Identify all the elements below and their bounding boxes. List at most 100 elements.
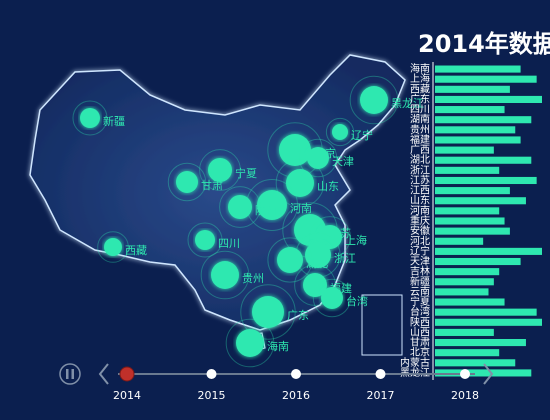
bar[interactable] xyxy=(435,339,526,347)
bar-label: 吉林 xyxy=(410,265,430,278)
bar-label: 福建 xyxy=(410,133,430,146)
year-label[interactable]: 2015 xyxy=(198,389,226,402)
bar[interactable] xyxy=(435,288,489,296)
bar-label: 云南 xyxy=(410,285,430,298)
year-label[interactable]: 2017 xyxy=(367,389,395,402)
bar-label: 辽宁 xyxy=(410,244,430,257)
bubble[interactable] xyxy=(80,108,100,128)
bubble[interactable] xyxy=(360,86,388,114)
province-label: 新疆 xyxy=(103,114,125,128)
bubble[interactable] xyxy=(208,158,232,182)
bar[interactable] xyxy=(435,237,484,245)
province-label: 天津 xyxy=(332,155,354,168)
bubble[interactable] xyxy=(305,242,331,268)
bubble[interactable] xyxy=(195,230,215,250)
province-label: 台湾 xyxy=(346,294,368,308)
bar[interactable] xyxy=(435,156,532,164)
bar[interactable] xyxy=(435,187,510,195)
bubble[interactable] xyxy=(236,329,264,357)
bubble[interactable] xyxy=(318,225,342,249)
play-button[interactable] xyxy=(59,363,81,385)
bar[interactable] xyxy=(435,126,516,134)
timeline-dot[interactable] xyxy=(291,369,301,379)
pause-bar xyxy=(71,369,74,379)
bar[interactable] xyxy=(435,146,494,154)
bar[interactable] xyxy=(435,328,494,336)
bubble-ring xyxy=(72,100,108,136)
bar[interactable] xyxy=(435,278,494,286)
timeline-years: 2014 2015 2016 2017 2018 xyxy=(113,366,479,402)
bubble[interactable] xyxy=(211,261,239,289)
province-label: 宁夏 xyxy=(235,166,257,180)
year-label[interactable]: 2014 xyxy=(113,389,141,402)
timeline-dot[interactable] xyxy=(375,369,386,379)
bar-label: 湖北 xyxy=(410,154,430,166)
bubble-ring xyxy=(97,231,129,263)
year-label[interactable]: 2016 xyxy=(282,389,310,402)
timeline: 2014 2015 2016 2017 2018 xyxy=(59,363,494,402)
bar-label: 广东 xyxy=(410,92,430,105)
prev-button[interactable] xyxy=(98,363,109,385)
bar-label: 山东 xyxy=(410,194,430,207)
bubble[interactable] xyxy=(303,273,327,297)
bubble-ring xyxy=(200,250,250,300)
bubble-ring xyxy=(167,162,207,202)
province-label: 浙江 xyxy=(334,252,356,265)
bar[interactable] xyxy=(435,75,537,83)
bubble[interactable] xyxy=(277,247,303,273)
bar[interactable] xyxy=(435,197,526,205)
bubble[interactable] xyxy=(279,134,311,166)
bubble-ring xyxy=(225,318,275,368)
bubble[interactable] xyxy=(104,238,122,256)
next-button[interactable] xyxy=(483,363,494,385)
bar[interactable] xyxy=(435,217,505,225)
bar-label: 西藏 xyxy=(410,83,430,95)
bubble-ring xyxy=(294,264,336,306)
bubble[interactable] xyxy=(252,296,284,328)
bar[interactable] xyxy=(435,318,542,326)
bar[interactable] xyxy=(435,207,500,215)
bubble[interactable] xyxy=(176,171,198,193)
bubble[interactable] xyxy=(257,190,287,220)
bubble[interactable] xyxy=(228,195,252,219)
bar[interactable] xyxy=(435,298,505,306)
bar[interactable] xyxy=(435,369,532,377)
bar-label: 黑龙江 xyxy=(400,366,430,379)
province-label: 山东 xyxy=(317,180,339,193)
bar-label: 贵州 xyxy=(410,123,430,136)
bar[interactable] xyxy=(435,247,542,255)
timeline-current[interactable] xyxy=(119,366,135,382)
bubble-ring xyxy=(275,158,325,208)
bar-label: 新疆 xyxy=(410,275,430,288)
year-label[interactable]: 2018 xyxy=(451,389,479,402)
bar[interactable] xyxy=(435,95,542,103)
bubble[interactable] xyxy=(294,214,326,246)
bar-label: 江苏 xyxy=(410,173,430,186)
bar[interactable] xyxy=(435,136,521,144)
bubble[interactable] xyxy=(307,147,329,169)
bar[interactable] xyxy=(435,65,521,73)
bubble-ring xyxy=(240,284,296,340)
province-label: 西藏 xyxy=(125,244,147,257)
bar[interactable] xyxy=(435,359,516,367)
bubble[interactable] xyxy=(332,124,348,140)
timeline-dot[interactable] xyxy=(460,369,470,379)
bar[interactable] xyxy=(435,268,500,276)
bar[interactable] xyxy=(435,308,537,316)
bubble-ring xyxy=(187,222,223,258)
bar[interactable] xyxy=(435,116,532,124)
bar[interactable] xyxy=(435,349,500,357)
bar[interactable] xyxy=(435,106,505,114)
province-label: 辽宁 xyxy=(351,128,373,142)
timeline-dot[interactable] xyxy=(206,369,217,379)
bar[interactable] xyxy=(435,166,500,174)
title: 2014年数据统计 xyxy=(418,30,550,58)
bar[interactable] xyxy=(435,176,537,185)
bar[interactable] xyxy=(435,85,510,93)
bubble[interactable] xyxy=(321,287,343,309)
bar[interactable] xyxy=(435,227,510,235)
bubble[interactable] xyxy=(286,169,314,197)
province-label: 河南 xyxy=(290,202,312,215)
bar[interactable] xyxy=(435,257,521,266)
